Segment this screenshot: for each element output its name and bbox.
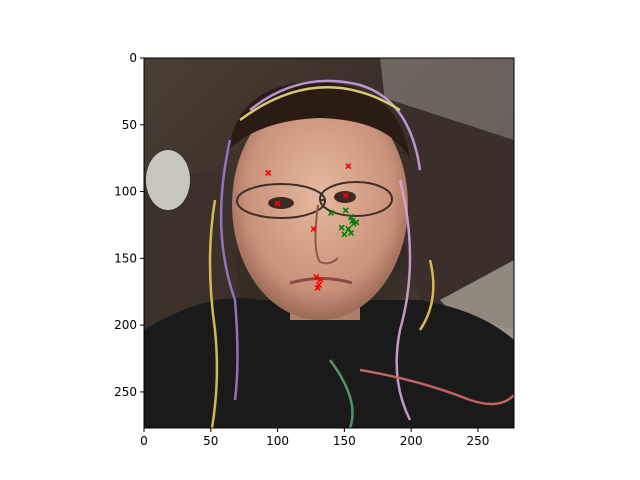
x-tick-label: 250 [466,434,489,448]
scatter-point [314,284,321,291]
y-tick-label: 150 [114,251,137,265]
x-tick-label: 100 [266,434,289,448]
scatter-point [342,207,349,214]
scatter-point [342,192,349,199]
scatter-point [265,169,272,176]
scatter-point [327,209,335,217]
scatter-point [347,229,355,237]
scatter-point [341,231,348,238]
scatter-point [310,225,317,233]
scatter-point [345,163,352,170]
photo-image [144,58,514,428]
y-tick-label: 250 [114,385,137,399]
axes-frame [143,57,515,429]
scatter-point [347,213,355,221]
y-tick-label: 0 [129,51,137,65]
scatter-point [313,273,320,281]
scatter-point [353,219,360,226]
y-tick-label: 50 [122,118,137,132]
y-axis: 0 50 100 150 200 250 [114,51,144,399]
scatter-point [317,276,324,283]
scatter-point [338,224,345,231]
y-tick-label: 100 [114,185,137,199]
scatter-point [274,200,281,207]
x-tick-label: 200 [400,434,423,448]
x-tick-label: 0 [140,434,148,448]
x-axis: 0 50 100 150 200 250 [140,428,489,448]
y-tick-label: 200 [114,318,137,332]
scatter-point [345,225,352,233]
x-tick-label: 150 [333,434,356,448]
scatter-markers [265,163,360,291]
x-tick-label: 50 [203,434,218,448]
